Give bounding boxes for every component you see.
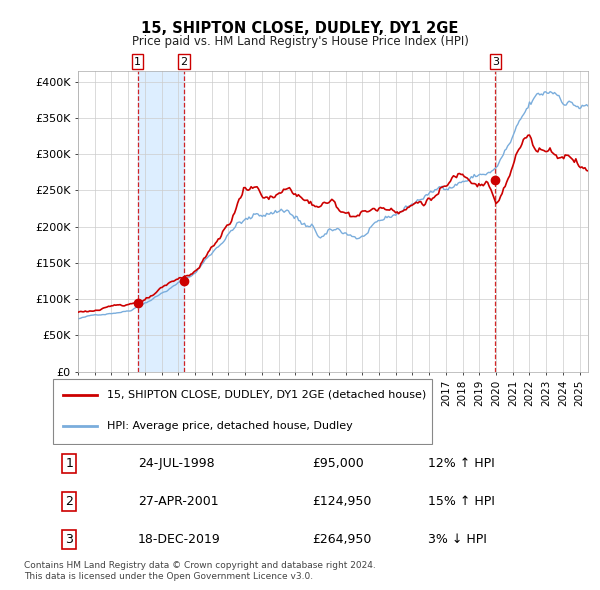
Text: 15, SHIPTON CLOSE, DUDLEY, DY1 2GE (detached house): 15, SHIPTON CLOSE, DUDLEY, DY1 2GE (deta… [107,389,426,399]
Text: 2: 2 [180,57,187,67]
Text: 1: 1 [134,57,141,67]
FancyBboxPatch shape [53,379,432,444]
Text: 24-JUL-1998: 24-JUL-1998 [138,457,214,470]
Text: 18-DEC-2019: 18-DEC-2019 [138,533,221,546]
Text: This data is licensed under the Open Government Licence v3.0.: This data is licensed under the Open Gov… [24,572,313,581]
Text: 15% ↑ HPI: 15% ↑ HPI [428,495,495,508]
Text: 27-APR-2001: 27-APR-2001 [138,495,218,508]
Text: 3% ↓ HPI: 3% ↓ HPI [428,533,487,546]
Text: 3: 3 [492,57,499,67]
Text: £124,950: £124,950 [312,495,371,508]
Text: 15, SHIPTON CLOSE, DUDLEY, DY1 2GE: 15, SHIPTON CLOSE, DUDLEY, DY1 2GE [142,21,458,35]
Text: 1: 1 [65,457,73,470]
Text: HPI: Average price, detached house, Dudley: HPI: Average price, detached house, Dudl… [107,421,353,431]
Text: £264,950: £264,950 [312,533,371,546]
Text: Contains HM Land Registry data © Crown copyright and database right 2024.: Contains HM Land Registry data © Crown c… [24,560,376,569]
Text: £95,000: £95,000 [312,457,364,470]
Text: 3: 3 [65,533,73,546]
Text: 2: 2 [65,495,73,508]
Text: Price paid vs. HM Land Registry's House Price Index (HPI): Price paid vs. HM Land Registry's House … [131,35,469,48]
Text: 12% ↑ HPI: 12% ↑ HPI [428,457,495,470]
Bar [137,71,184,372]
